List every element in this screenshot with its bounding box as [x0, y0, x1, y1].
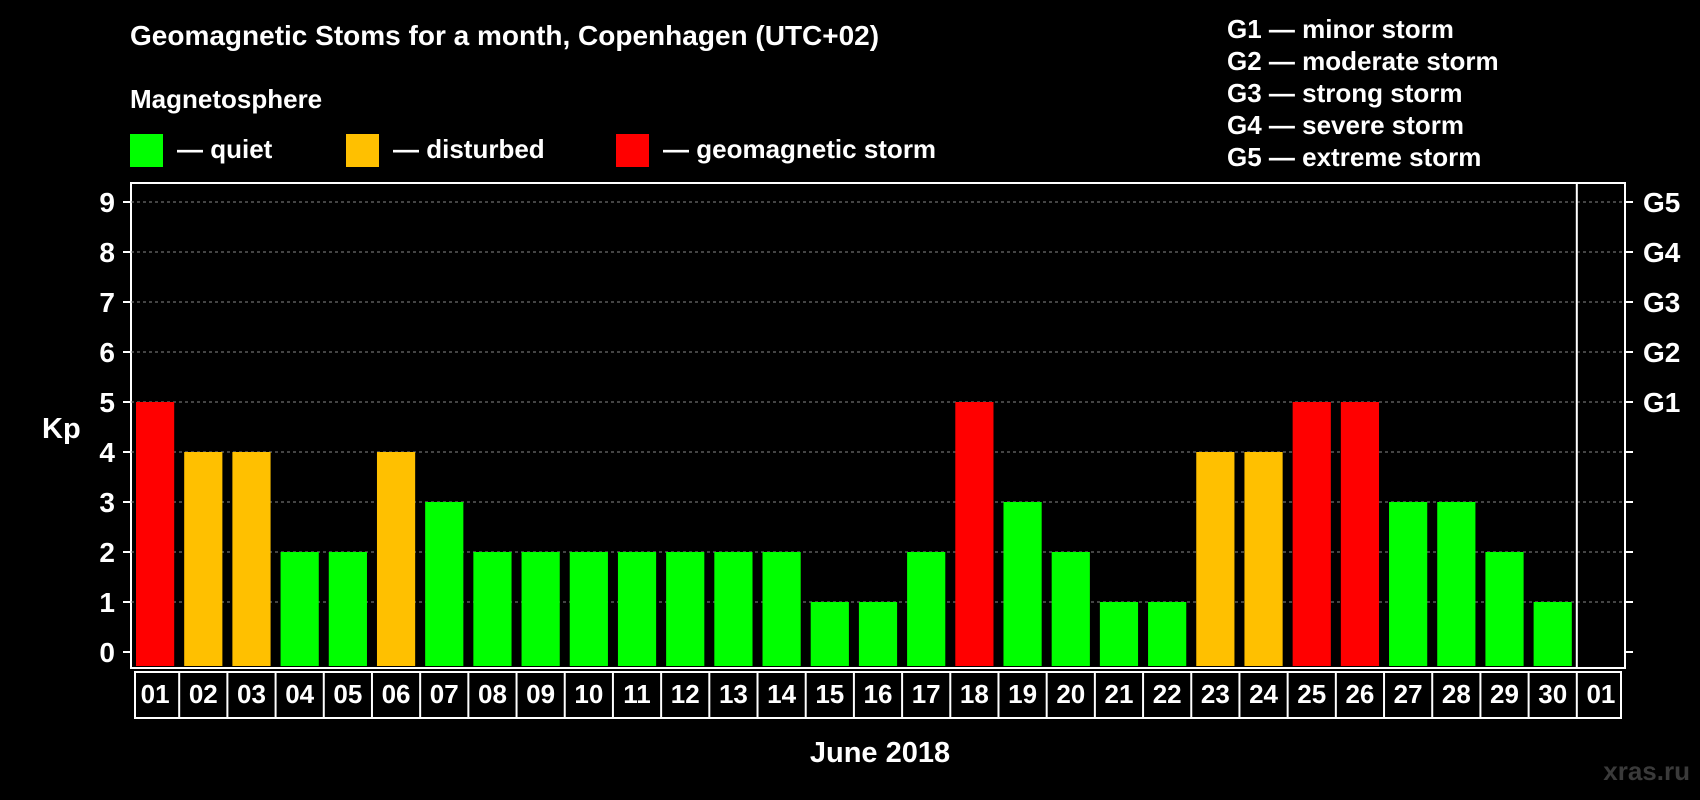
x-tick-label: 06	[382, 679, 411, 709]
x-tick-label: 29	[1490, 679, 1519, 709]
watermark: xras.ru	[1603, 756, 1690, 786]
bar-26	[1340, 402, 1380, 666]
bar-27	[1389, 502, 1428, 666]
y-tick-label: 9	[99, 187, 115, 218]
bar-21	[1099, 602, 1139, 666]
bar-22	[1148, 602, 1187, 666]
plot-frame	[130, 182, 1626, 669]
right-axis-label-g4: G4	[1643, 237, 1681, 268]
bar-18	[955, 402, 994, 666]
x-tick-label: 17	[912, 679, 941, 709]
bar-5	[328, 552, 367, 666]
bar-11	[617, 552, 657, 666]
g-scale-g2: G2 — moderate storm	[1227, 46, 1499, 76]
x-tick-label: 16	[864, 679, 893, 709]
x-tick-label: 21	[1105, 679, 1134, 709]
legend-swatch-quiet	[130, 134, 163, 167]
x-tick-label: 19	[1008, 679, 1037, 709]
x-tick-label: 08	[478, 679, 507, 709]
bar-1	[136, 402, 175, 666]
bar-28	[1437, 502, 1476, 666]
x-tick-label: 22	[1153, 679, 1182, 709]
bar-7	[425, 502, 464, 666]
bar-16	[858, 602, 898, 666]
x-axis-label: June 2018	[809, 737, 951, 769]
bar-8	[473, 552, 512, 666]
bar-30	[1533, 602, 1572, 666]
bar-20	[1051, 552, 1090, 666]
x-tick-label: 25	[1297, 679, 1326, 709]
right-axis-label-g2: G2	[1643, 337, 1680, 368]
y-tick-label: 7	[99, 287, 115, 318]
bar-6	[376, 452, 416, 666]
bar-24	[1244, 452, 1283, 666]
x-tick-label: 14	[767, 679, 796, 709]
x-tick-label: 04	[285, 679, 314, 709]
legend-label-storm: — geomagnetic storm	[663, 134, 937, 164]
y-tick-label: 4	[99, 437, 115, 468]
right-axis-label-g1: G1	[1643, 387, 1680, 418]
bar-10	[569, 552, 608, 666]
y-axis-label: Kp	[42, 413, 81, 445]
y-tick-label: 6	[99, 337, 115, 368]
right-axis-label-g5: G5	[1643, 187, 1680, 218]
x-tick-label: 01	[1586, 679, 1615, 709]
x-tick-label: 05	[333, 679, 362, 709]
bar-17	[907, 552, 946, 666]
right-axis-label-g3: G3	[1643, 287, 1680, 318]
y-tick-label: 5	[99, 387, 115, 418]
g-scale-g3: G3 — strong storm	[1227, 78, 1463, 108]
x-tick-label: 18	[960, 679, 989, 709]
bar-12	[666, 552, 705, 666]
legend-swatch-storm	[616, 134, 649, 167]
x-tick-label: 11	[623, 679, 651, 709]
bar-19	[1003, 502, 1042, 666]
chart-title: Geomagnetic Stoms for a month, Copenhage…	[130, 20, 880, 51]
x-tick-label: 01	[141, 679, 170, 709]
x-tick-label: 23	[1201, 679, 1230, 709]
x-tick-label: 28	[1442, 679, 1471, 709]
x-tick-label: 20	[1056, 679, 1085, 709]
bar-4	[280, 552, 319, 666]
bar-15	[810, 602, 849, 666]
x-tick-label: 10	[574, 679, 603, 709]
bar-25	[1292, 402, 1331, 666]
bar-23	[1196, 452, 1235, 666]
x-tick-label: 09	[526, 679, 555, 709]
bar-3	[232, 452, 271, 666]
x-tick-label: 24	[1249, 679, 1278, 709]
x-tick-label: 02	[189, 679, 218, 709]
x-tick-label: 03	[237, 679, 266, 709]
legend-heading: Magnetosphere	[130, 84, 323, 114]
x-tick-label: 07	[430, 679, 459, 709]
bar-9	[521, 552, 560, 666]
bar-29	[1485, 552, 1524, 666]
x-tick-label: 12	[671, 679, 700, 709]
legend-label-quiet: — quiet	[177, 134, 273, 164]
y-tick-label: 1	[99, 587, 115, 618]
y-tick-label: 0	[99, 637, 115, 668]
legend-label-disturbed: — disturbed	[393, 134, 545, 164]
y-tick-label: 8	[99, 237, 115, 268]
bar-13	[714, 552, 753, 666]
x-tick-label: 15	[815, 679, 844, 709]
y-tick-label: 3	[99, 487, 115, 518]
x-tick-label: 30	[1538, 679, 1567, 709]
g-scale-g4: G4 — severe storm	[1227, 110, 1465, 140]
g-scale-g5: G5 — extreme storm	[1227, 142, 1482, 172]
x-category-frame	[134, 671, 1622, 719]
g-scale-g1: G1 — minor storm	[1227, 14, 1454, 44]
x-tick-label: 27	[1394, 679, 1423, 709]
bar-2	[184, 452, 223, 666]
x-tick-label: 13	[719, 679, 748, 709]
y-tick-label: 2	[99, 537, 115, 568]
bar-14	[762, 552, 801, 666]
x-tick-label: 26	[1345, 679, 1374, 709]
legend-swatch-disturbed	[346, 134, 379, 167]
